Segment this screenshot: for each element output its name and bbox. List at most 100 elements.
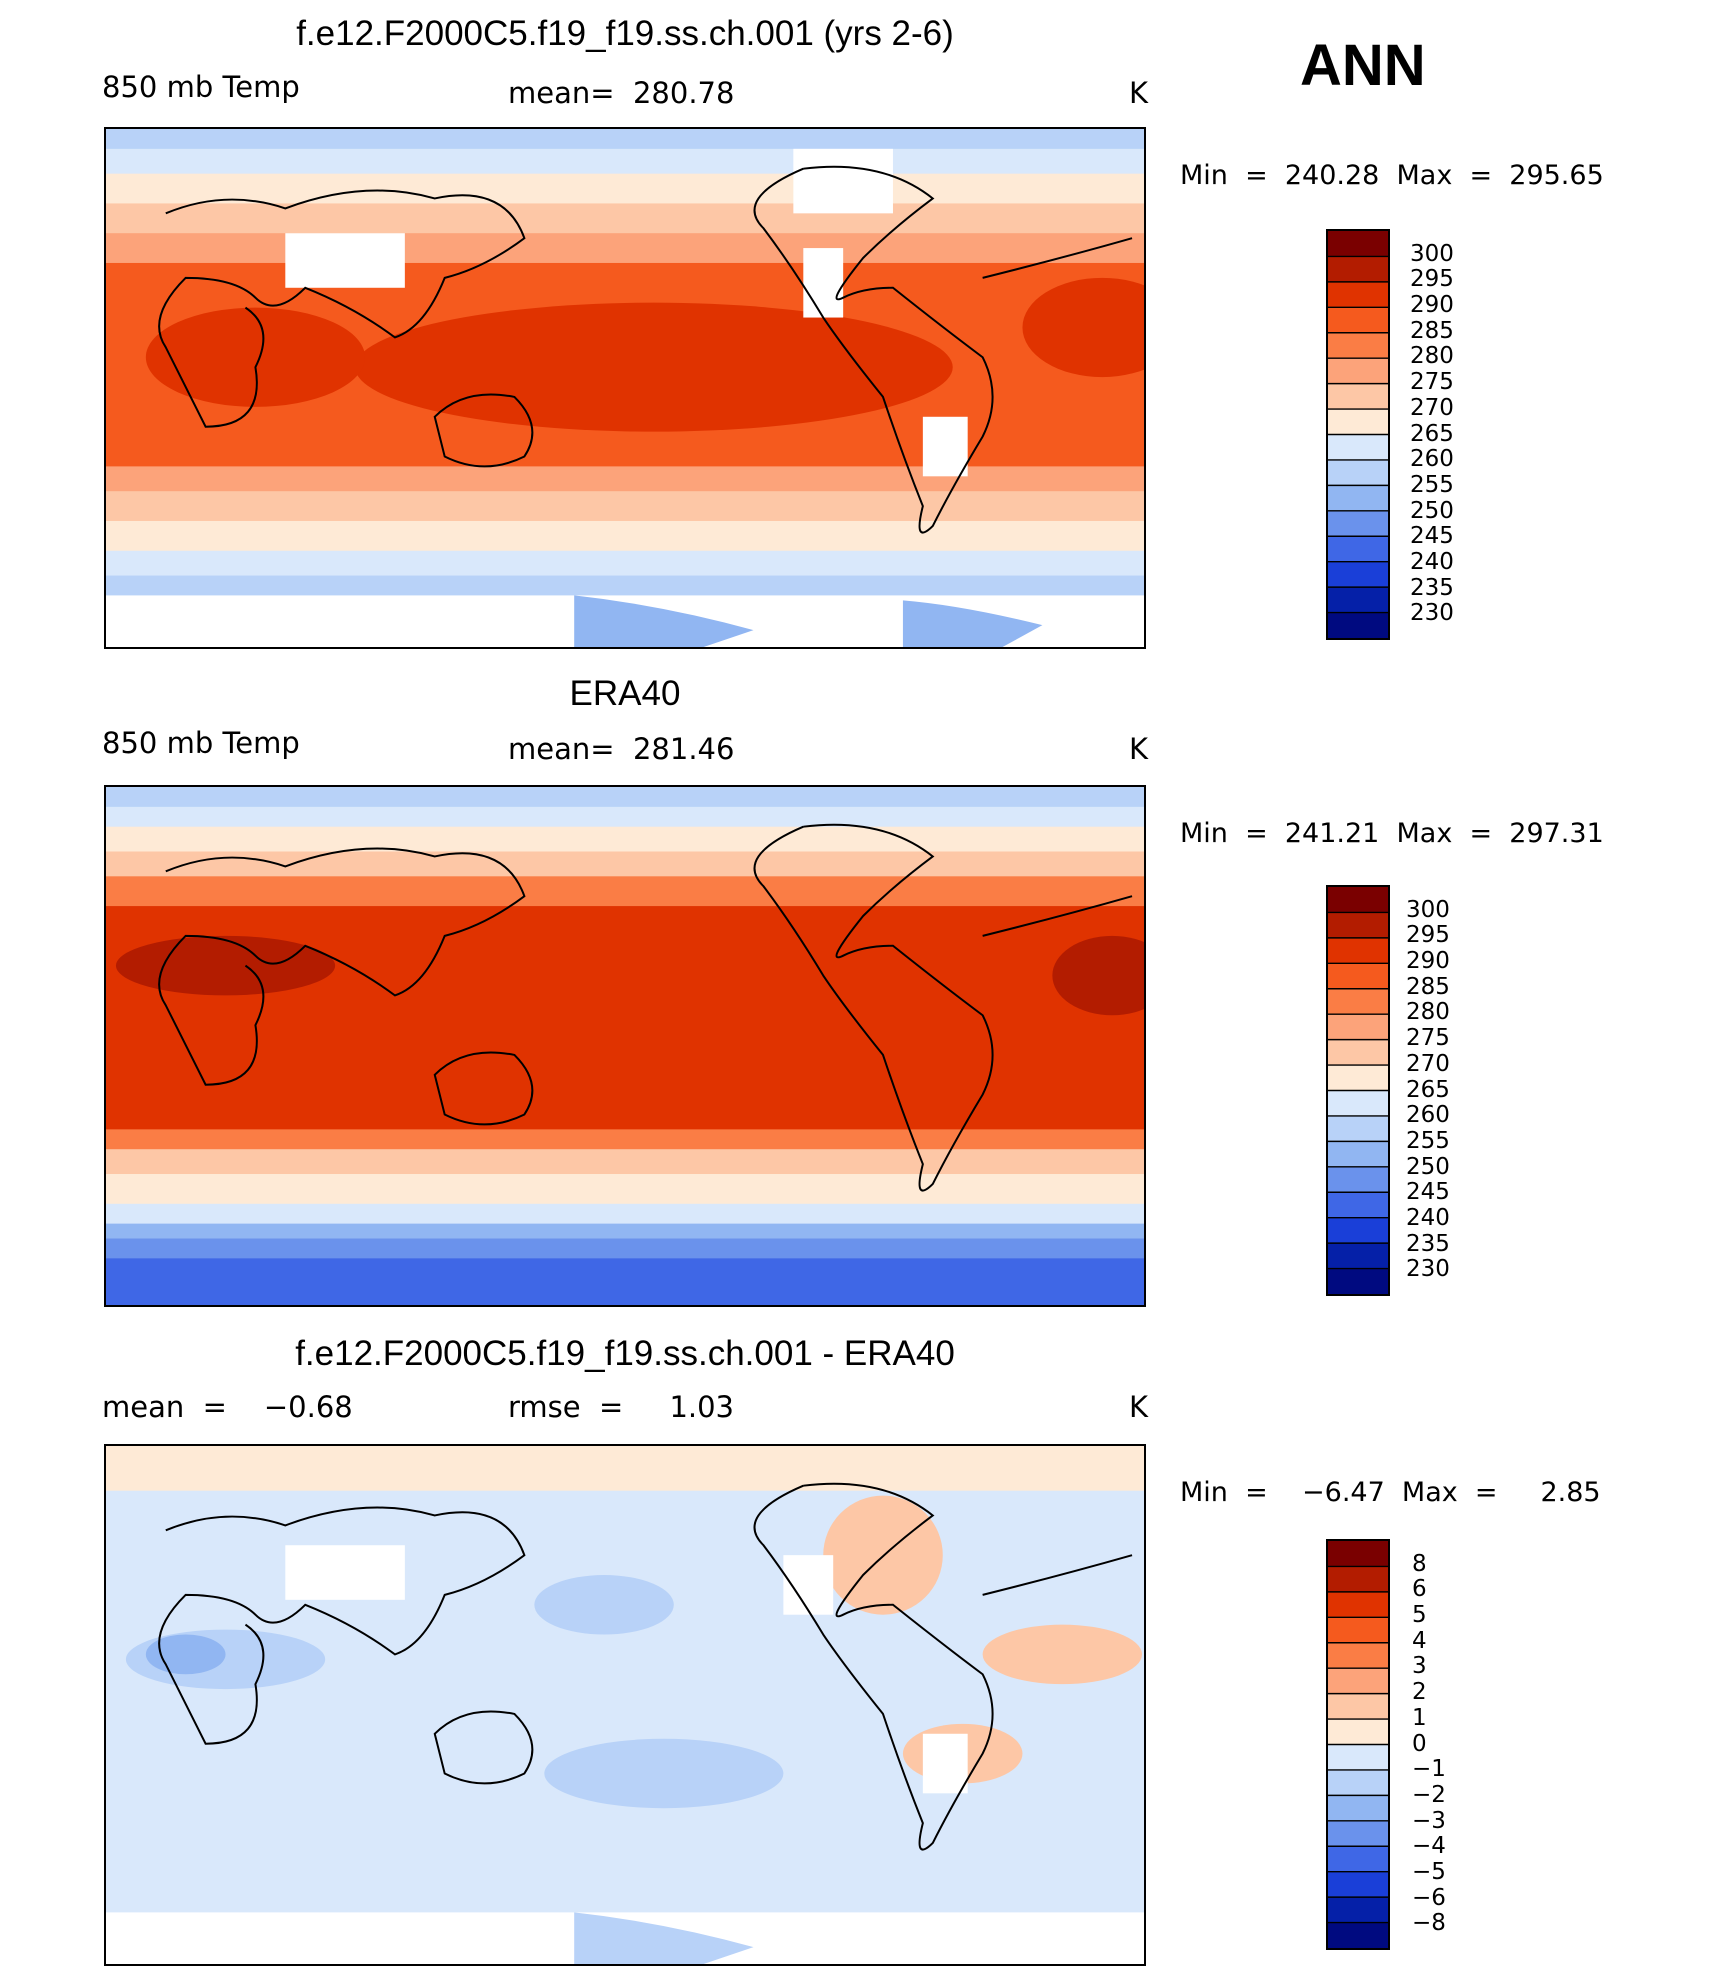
map-svg xyxy=(106,787,1144,1305)
colorbar-tick-label: 4 xyxy=(1412,1627,1427,1654)
colorbar-svg xyxy=(1328,231,1388,638)
colorbar-swatch xyxy=(1328,1115,1388,1142)
colorbar-swatch xyxy=(1328,1719,1388,1745)
map-plot xyxy=(104,127,1146,649)
colorbar-tick-label: −4 xyxy=(1412,1833,1446,1860)
minmax-label: Min = 240.28 Max = 295.65 xyxy=(1180,160,1604,191)
colorbar-swatch xyxy=(1328,1141,1388,1168)
colorbar-tick-label: 1 xyxy=(1412,1704,1427,1731)
colorbar-tick-label: 240 xyxy=(1406,1204,1450,1231)
colorbar-swatch xyxy=(1328,1617,1388,1644)
colorbar-swatch xyxy=(1328,256,1388,283)
colorbar-swatch xyxy=(1328,1795,1388,1822)
colorbar-tick-label: 290 xyxy=(1410,292,1454,319)
colorbar-tick-label: 0 xyxy=(1412,1730,1427,1757)
colorbar-tick-label: 245 xyxy=(1406,1179,1450,1206)
colorbar-tick-label: 295 xyxy=(1406,922,1450,949)
colorbar-tick-label: −2 xyxy=(1412,1781,1446,1808)
colorbar-swatch xyxy=(1328,1922,1388,1948)
colorbar-tick-label: 260 xyxy=(1406,1102,1450,1129)
colorbar-tick-label: 285 xyxy=(1406,973,1450,1000)
panel-title: f.e12.F2000C5.f19_f19.ss.ch.001 - ERA40 xyxy=(295,1334,955,1373)
colorbar-svg xyxy=(1328,1541,1388,1948)
colorbar-tick-label: 300 xyxy=(1410,240,1454,267)
colorbar-swatch xyxy=(1328,1744,1388,1771)
colorbar-tick-label: −1 xyxy=(1412,1756,1446,1783)
colorbar-tick-label: 8 xyxy=(1412,1550,1427,1577)
colorbar-swatch xyxy=(1328,988,1388,1015)
colorbar-swatch xyxy=(1328,1243,1388,1270)
colorbar-tick-label: 265 xyxy=(1406,1076,1450,1103)
map-svg xyxy=(106,1446,1144,1964)
colorbar-swatch xyxy=(1328,1014,1388,1041)
colorbar-swatch xyxy=(1328,1065,1388,1091)
colorbar-tick-label: 255 xyxy=(1406,1127,1450,1154)
colorbar-swatch xyxy=(1328,1166,1388,1193)
colorbar-tick-label: 250 xyxy=(1406,1153,1450,1180)
colorbar-tick-label: 2 xyxy=(1412,1679,1427,1706)
colorbar-tick-label: 280 xyxy=(1406,999,1450,1026)
panel-obs: ERA40 850 mb Temp mean= 281.46 K xyxy=(0,660,1710,1320)
units-label: K xyxy=(1129,76,1149,110)
colorbar-tick-label: 270 xyxy=(1410,394,1454,421)
colorbar-tick-label: 270 xyxy=(1406,1050,1450,1077)
colorbar-swatch xyxy=(1328,561,1388,588)
colorbar-swatch xyxy=(1328,1217,1388,1244)
colorbar-tick-label: 265 xyxy=(1410,420,1454,447)
map-svg xyxy=(106,129,1144,647)
colorbar-swatch xyxy=(1328,332,1388,359)
colorbar-swatch xyxy=(1328,912,1388,939)
colorbar-tick-label: 250 xyxy=(1410,497,1454,524)
colorbar-swatch xyxy=(1328,1566,1388,1593)
colorbar-tick-label: 290 xyxy=(1406,948,1450,975)
colorbar-swatch xyxy=(1328,1642,1388,1669)
colorbar xyxy=(1326,885,1390,1296)
colorbar-tick-label: 280 xyxy=(1410,343,1454,370)
colorbar-tick-label: 275 xyxy=(1406,1025,1450,1052)
season-label: ANN xyxy=(1300,33,1426,98)
rmse-label: rmse = 1.03 xyxy=(508,1390,735,1424)
colorbar-tick-label: 235 xyxy=(1410,574,1454,601)
colorbar-swatch xyxy=(1328,231,1388,257)
colorbar-tick-label: 285 xyxy=(1410,317,1454,344)
colorbar-swatch xyxy=(1328,536,1388,563)
colorbar-swatch xyxy=(1328,937,1388,964)
panel-title: ERA40 xyxy=(569,674,681,713)
map-plot xyxy=(104,785,1146,1307)
colorbar-swatch xyxy=(1328,612,1388,638)
field-label: 850 mb Temp xyxy=(102,726,300,760)
colorbar-swatch xyxy=(1328,485,1388,512)
colorbar-tick-label: 5 xyxy=(1412,1602,1427,1629)
units-label: K xyxy=(1129,732,1149,766)
panel-model: f.e12.F2000C5.f19_f19.ss.ch.001 (yrs 2-6… xyxy=(0,0,1710,660)
colorbar-swatch xyxy=(1328,1668,1388,1695)
colorbar-tick-label: 275 xyxy=(1410,369,1454,396)
colorbar-tick-label: 240 xyxy=(1410,548,1454,575)
colorbar-tick-label: −6 xyxy=(1412,1884,1446,1911)
colorbar-swatch xyxy=(1328,1693,1388,1720)
colorbar-swatch xyxy=(1328,1871,1388,1898)
colorbar-tick-label: 235 xyxy=(1406,1230,1450,1257)
mean-label: mean= 281.46 xyxy=(508,732,735,766)
colorbar-svg xyxy=(1328,887,1388,1294)
colorbar-swatch xyxy=(1328,409,1388,435)
panel-title: f.e12.F2000C5.f19_f19.ss.ch.001 (yrs 2-6… xyxy=(296,14,954,53)
colorbar-swatch xyxy=(1328,1090,1388,1117)
colorbar-swatch xyxy=(1328,1820,1388,1847)
colorbar-swatch xyxy=(1328,1769,1388,1796)
colorbar-tick-label: −8 xyxy=(1412,1910,1446,1937)
map-plot xyxy=(104,1444,1146,1966)
colorbar xyxy=(1326,1539,1390,1950)
units-label: K xyxy=(1129,1390,1149,1424)
colorbar-tick-label: 230 xyxy=(1406,1256,1450,1283)
colorbar-swatch xyxy=(1328,1591,1388,1618)
colorbar-swatch xyxy=(1328,1897,1388,1924)
minmax-label: Min = 241.21 Max = 297.31 xyxy=(1180,818,1604,849)
field-label: 850 mb Temp xyxy=(102,70,300,104)
minmax-label: Min = −6.47 Max = 2.85 xyxy=(1180,1477,1601,1508)
colorbar-swatch xyxy=(1328,1541,1388,1567)
colorbar-swatch xyxy=(1328,1268,1388,1294)
colorbar-swatch xyxy=(1328,459,1388,486)
colorbar-swatch xyxy=(1328,887,1388,913)
colorbar-swatch xyxy=(1328,434,1388,461)
